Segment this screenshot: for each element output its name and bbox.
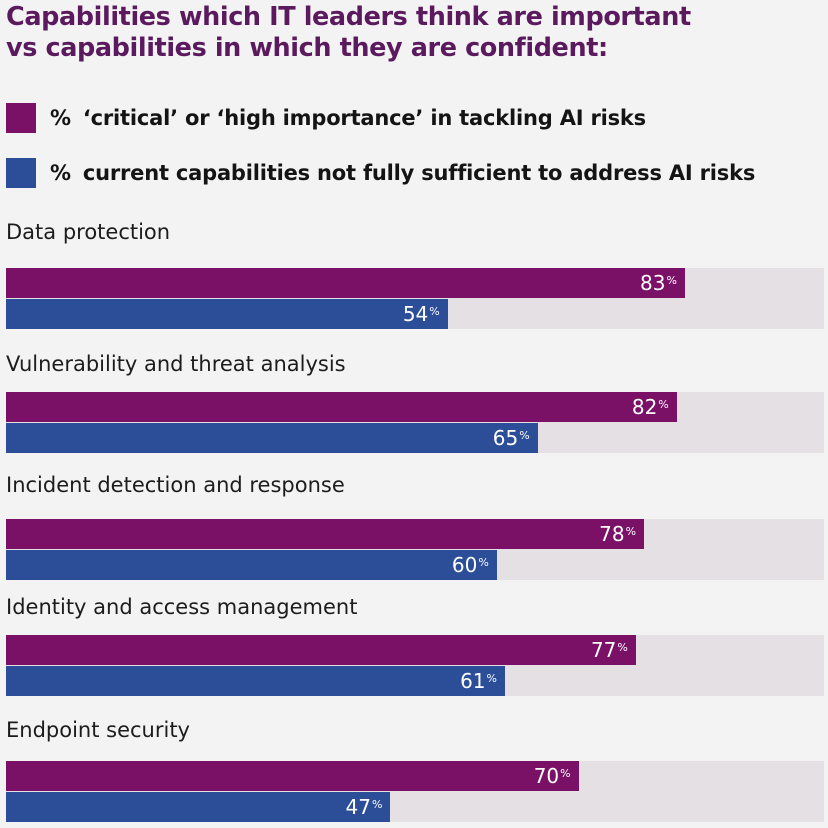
bar-insufficient: 61% [6, 666, 505, 696]
percent-sign: % [372, 797, 383, 811]
bar-critical: 70% [6, 761, 579, 791]
category-label: Data protection [6, 220, 171, 244]
bar-value-label: 47 [345, 795, 371, 819]
percent-sign: % [478, 555, 489, 569]
percent-sign: % [560, 766, 571, 780]
percent-sign: % [666, 273, 677, 287]
bar-value-label: 70 [533, 764, 560, 788]
percent-sign: % [625, 524, 637, 538]
bar-value-label: 77 [590, 638, 617, 662]
bar-insufficient: 65% [6, 423, 538, 453]
bar-track: 78% 60% [6, 519, 824, 580]
bar-track: 82% 65% [6, 392, 824, 453]
bar-value-label: 65 [492, 426, 519, 450]
percent-sign: % [617, 640, 628, 654]
legend-swatch-insufficient [6, 158, 36, 188]
bar-track: 83% 54% [6, 268, 824, 329]
bar-value-label: 78 [599, 522, 625, 546]
category-label: Vulnerability and threat analysis [6, 352, 346, 376]
bar-track: 77% 61% [6, 635, 824, 696]
bar-critical: 83% [6, 268, 685, 298]
legend-item-critical: % ‘critical’ or ‘high importance’ in tack… [6, 103, 646, 133]
chart-title: Capabilities which IT leaders think are … [6, 2, 822, 64]
bar-critical: 78% [6, 519, 645, 549]
legend-label-critical: ‘critical’ or ‘high importance’ in tackl… [82, 106, 646, 130]
bar-value-label: 82 [631, 395, 658, 419]
bar-critical: 77% [6, 635, 636, 665]
category-label: Incident detection and response [6, 473, 345, 497]
bar-insufficient: 47% [6, 792, 391, 822]
legend-swatch-critical [6, 103, 36, 133]
bar-critical: 82% [6, 392, 677, 422]
category-label: Identity and access management [6, 595, 358, 619]
bar-value-label: 61 [460, 669, 486, 693]
bar-insufficient: 54% [6, 299, 448, 329]
legend-item-insufficient: % current capabilities not fully sufficie… [6, 158, 755, 188]
percent-sign: % [486, 671, 497, 685]
bar-value-label: 60 [451, 553, 478, 577]
percent-sign: % [658, 397, 669, 411]
legend-label-insufficient: current capabilities not fully sufficien… [82, 161, 756, 185]
percent-sign: % [429, 304, 440, 318]
legend-percent-symbol: % [50, 106, 71, 130]
chart-title-line-1: Capabilities which IT leaders think are … [6, 2, 691, 32]
legend-percent-symbol: % [50, 161, 71, 185]
bar-insufficient: 60% [6, 550, 497, 580]
bar-value-label: 54 [402, 302, 429, 326]
bar-track: 70% 47% [6, 761, 824, 822]
bar-value-label: 83 [640, 271, 666, 295]
category-label: Endpoint security [6, 718, 190, 742]
percent-sign: % [519, 428, 530, 442]
chart-title-line-2: vs capabilities in which they are confid… [6, 33, 608, 63]
